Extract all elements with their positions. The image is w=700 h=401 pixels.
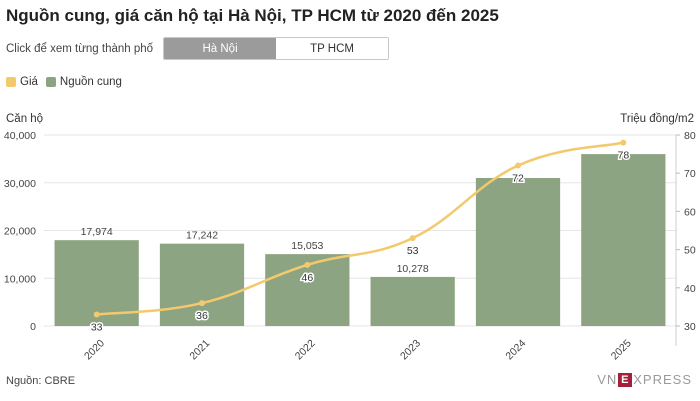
legend-swatch-price — [6, 77, 16, 87]
x-tick-label: 2025 — [609, 337, 634, 362]
x-tick-label: 2023 — [398, 337, 423, 362]
toggle-hanoi-button[interactable]: Hà Nội — [164, 38, 277, 59]
y-tick-right-label: 40 — [684, 283, 696, 295]
price-point — [409, 235, 416, 242]
brand-pre: VN — [597, 372, 618, 387]
legend-item-supply[interactable]: Nguồn cung — [45, 76, 122, 88]
vnexpress-logo: VN E XPRESS — [597, 372, 692, 387]
bar — [159, 243, 245, 326]
city-toggle: Hà Nội TP HCM — [163, 37, 390, 60]
price-value-label: 46 — [301, 272, 313, 284]
price-line — [96, 141, 624, 316]
legend-label-supply: Nguồn cung — [59, 76, 122, 88]
bar-value-label: 17,974 — [81, 226, 113, 238]
y-axis-left-label: Căn hộ — [6, 113, 43, 125]
legend-item-price[interactable]: Giá — [6, 76, 38, 88]
y-tick-left-label: 20,000 — [4, 226, 36, 238]
toggle-prompt: Click để xem từng thành phố — [6, 42, 154, 55]
y-tick-right-label: 60 — [684, 206, 696, 218]
city-toggle-row: Click để xem từng thành phố Hà Nội TP HC… — [6, 37, 390, 60]
bar — [370, 276, 455, 326]
y-tick-left-label: 0 — [30, 321, 36, 333]
brand-box: E — [618, 372, 633, 387]
price-point — [93, 311, 100, 318]
y-tick-left-label: 10,000 — [4, 273, 36, 285]
price-value-label: 78 — [617, 150, 629, 162]
y-tick-right-label: 30 — [684, 321, 696, 333]
y-tick-right-label: 50 — [684, 245, 696, 257]
legend-label-price: Giá — [20, 76, 38, 88]
chart-title: Nguồn cung, giá căn hộ tại Hà Nội, TP HC… — [6, 6, 499, 25]
y-tick-right-label: 80 — [684, 130, 696, 142]
source-note: Nguồn: CBRE — [6, 375, 76, 387]
price-value-label: 33 — [91, 322, 103, 334]
price-value-label: 72 — [512, 173, 524, 185]
y-tick-left-label: 40,000 — [4, 130, 36, 142]
x-tick-label: 2021 — [187, 337, 212, 362]
y-axis-right-label: Triệu đồng/m2 — [620, 113, 694, 125]
price-value-label: 53 — [407, 245, 419, 257]
legend-swatch-supply — [45, 77, 56, 87]
price-point — [304, 261, 311, 268]
legend: Giá Nguồn cung — [6, 76, 130, 88]
x-tick-label: 2024 — [503, 337, 528, 362]
bar-value-label: 15,053 — [291, 240, 323, 252]
price-point — [199, 300, 205, 307]
bar — [475, 177, 561, 326]
x-tick-label: 2022 — [293, 337, 318, 362]
brand-post: XPRESS — [633, 372, 692, 387]
bar-value-label: 10,278 — [397, 263, 429, 275]
x-tick-label: 2020 — [82, 337, 107, 362]
bar — [581, 154, 666, 326]
y-tick-right-label: 70 — [684, 168, 696, 180]
toggle-hcm-button[interactable]: TP HCM — [276, 38, 389, 59]
bar-value-label: 17,242 — [186, 230, 218, 242]
price-value-label: 36 — [196, 310, 208, 322]
y-tick-left-label: 30,000 — [4, 178, 36, 190]
price-point — [515, 162, 521, 169]
price-point — [620, 139, 627, 146]
